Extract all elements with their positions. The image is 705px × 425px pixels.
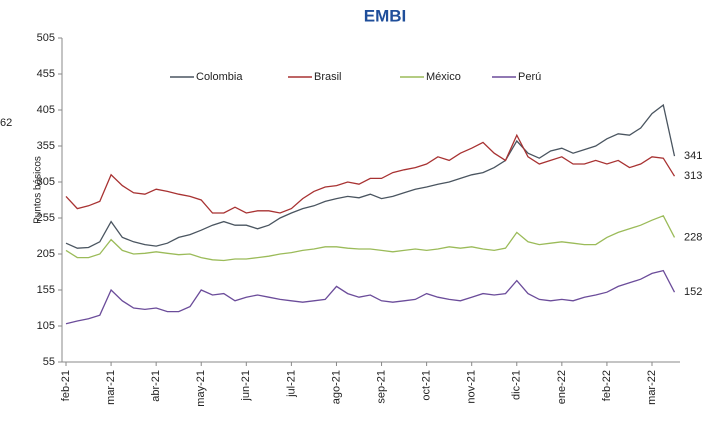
x-tick-label: may-21 — [195, 370, 207, 407]
x-tick-label: feb-21 — [60, 370, 72, 401]
y-tick-label: 305 — [37, 176, 55, 188]
end-label: 152 — [684, 286, 702, 298]
legend-label: Colombia — [196, 71, 243, 83]
annotation: 62 — [0, 117, 12, 129]
end-label: 341 — [684, 150, 702, 162]
x-tick-label: feb-22 — [601, 370, 613, 401]
series-line — [65, 103, 676, 249]
series-line — [65, 214, 676, 262]
series-line — [65, 133, 676, 214]
x-tick-label: jul-21 — [285, 370, 297, 398]
x-tick-label: jun-21 — [240, 370, 252, 402]
end-label: 228 — [684, 231, 702, 243]
legend-label: Brasil — [314, 71, 342, 83]
y-tick-label: 405 — [37, 104, 55, 116]
end-label: 313 — [684, 170, 702, 182]
y-tick-label: 155 — [37, 284, 55, 296]
x-tick-label: ene-22 — [556, 370, 568, 404]
y-tick-label: 505 — [37, 32, 55, 44]
series-line — [65, 269, 676, 325]
legend-label: Perú — [518, 71, 541, 83]
x-tick-label: dic-21 — [511, 370, 523, 400]
y-tick-label: 205 — [37, 248, 55, 260]
x-tick-label: mar-21 — [105, 370, 117, 405]
x-tick-label: oct-21 — [421, 370, 433, 401]
legend-label: México — [426, 71, 461, 83]
x-tick-label: abr-21 — [150, 370, 162, 402]
y-tick-label: 55 — [43, 356, 55, 368]
y-tick-label: 455 — [37, 68, 55, 80]
chart-title: EMBI — [364, 6, 407, 25]
x-tick-label: ago-21 — [330, 370, 342, 404]
y-tick-label: 255 — [37, 212, 55, 224]
y-tick-label: 355 — [37, 140, 55, 152]
y-axis-label: Puntos básicos — [33, 156, 44, 224]
y-tick-label: 105 — [37, 320, 55, 332]
x-tick-label: sep-21 — [375, 370, 387, 404]
x-tick-label: nov-21 — [466, 370, 478, 404]
x-tick-label: mar-22 — [646, 370, 658, 405]
